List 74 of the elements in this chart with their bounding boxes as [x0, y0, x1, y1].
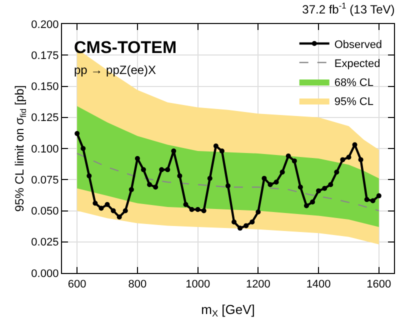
line-series: [76, 152, 380, 212]
annotation: pp → ppZ(ee)X: [74, 63, 156, 77]
x-tick-label: 1400: [306, 278, 331, 290]
y-tick-label: 0.025: [31, 236, 59, 249]
point: [86, 173, 92, 178]
point: [177, 173, 182, 178]
point: [147, 182, 152, 188]
legend-label: 68% CL: [334, 76, 374, 89]
point: [376, 193, 382, 198]
point: [159, 167, 164, 172]
point: [74, 131, 80, 136]
point: [238, 226, 243, 231]
point: [364, 197, 370, 202]
x-tick-label: 1000: [186, 278, 210, 290]
point: [98, 206, 104, 211]
y-tick-label: 0.075: [31, 174, 59, 186]
point: [250, 219, 255, 224]
point: [110, 208, 116, 214]
point: [292, 158, 297, 164]
point: [328, 182, 334, 188]
point: [334, 170, 340, 175]
point: [346, 154, 352, 160]
point: [304, 203, 309, 208]
y-tick-label: 0.100: [31, 143, 59, 156]
point: [207, 176, 212, 181]
point: [165, 167, 170, 172]
x-tick-label: 600: [68, 278, 86, 290]
y-tick-label: 0.200: [31, 18, 59, 31]
point: [104, 202, 110, 208]
x-axis-title: m$_{X}$ [GeV]: [201, 302, 255, 319]
point: [244, 223, 249, 228]
x-tick-label: 1600: [366, 278, 392, 290]
point: [189, 207, 194, 212]
y-tick-label: 0.175: [31, 50, 59, 62]
annotation: CMS-TOTEM: [74, 38, 177, 57]
point: [268, 182, 273, 188]
legend-label: Observed: [334, 38, 382, 51]
point: [280, 170, 285, 175]
point: [134, 156, 140, 161]
point: [226, 183, 230, 188]
point: [128, 187, 134, 192]
point: [340, 157, 346, 162]
y-tick-label: 0.050: [31, 206, 59, 218]
point: [262, 176, 267, 181]
point: [153, 184, 158, 190]
point: [316, 188, 322, 194]
legend-label: Expected: [334, 58, 380, 70]
point: [310, 200, 316, 205]
y-tick-label: 0.000: [31, 268, 59, 280]
point: [274, 180, 279, 185]
x-tick-label: 1200: [246, 278, 270, 290]
point: [80, 146, 86, 151]
point: [213, 144, 218, 149]
point: [219, 148, 224, 154]
y-tick-label: 0.125: [31, 112, 59, 124]
point: [256, 210, 261, 214]
point: [183, 202, 188, 208]
point: [140, 167, 146, 172]
point: [370, 198, 376, 204]
point: [286, 153, 291, 158]
point: [322, 186, 328, 191]
point: [116, 214, 122, 220]
point: [122, 208, 128, 214]
legend-label: 95% CL: [334, 96, 374, 108]
y-tick-label: 0.150: [31, 81, 59, 94]
point: [195, 207, 200, 212]
point: [232, 219, 237, 224]
point: [92, 200, 98, 206]
point: [358, 157, 364, 162]
point: [298, 184, 303, 190]
point: [201, 208, 206, 214]
point: [171, 148, 176, 154]
x-tick-label: 800: [128, 278, 147, 290]
chart-title: 37.2 fb$^{-1}$ (13 TeV): [302, 0, 395, 16]
